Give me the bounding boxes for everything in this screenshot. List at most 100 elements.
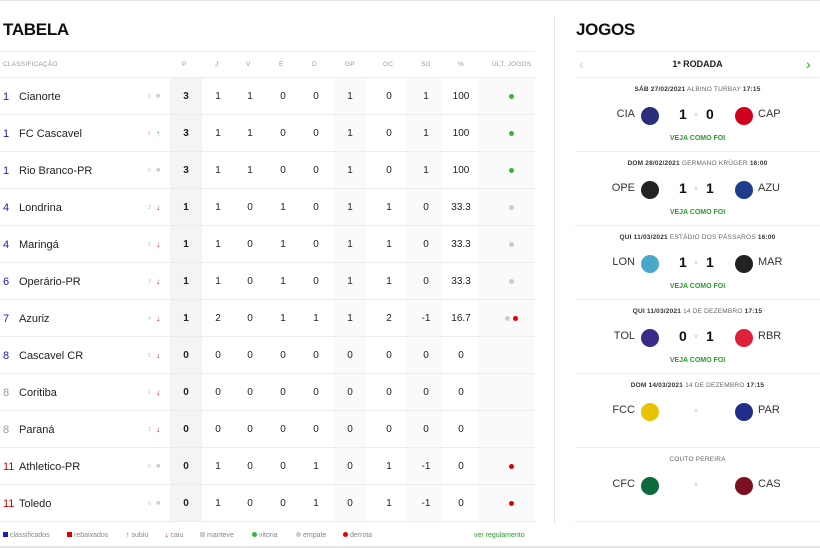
row-team-name[interactable]: Coritiba	[19, 387, 57, 399]
row-position: 1	[3, 91, 10, 103]
veja-como-foi-link[interactable]: VEJA COMO FOI	[669, 135, 726, 142]
row-position-change: 5	[148, 353, 151, 359]
away-team-crest-icon	[735, 329, 753, 347]
table-row[interactable]: 11 Athletico-PR 0 ■ 0 1 0 0 1 0 1 -1 0	[0, 448, 535, 485]
last-games-column-bg	[478, 78, 535, 522]
cell-d: 0	[313, 202, 319, 213]
cell-pct: 0	[458, 424, 464, 435]
home-team-crest-icon	[641, 329, 659, 347]
table-row[interactable]: 1 Cianorte 0 ■ 3 1 1 0 0 1 0 1 100	[0, 78, 535, 115]
cell-j: 1	[215, 239, 221, 250]
standings-panel: TABELA CLASSIFICAÇÃO P J V E D GP GC SG …	[0, 20, 535, 539]
row-team-name[interactable]: Azuriz	[19, 313, 50, 325]
cell-gp: 0	[347, 424, 353, 435]
cell-v: 0	[247, 276, 253, 287]
table-row[interactable]: 8 Coritiba 1 ↓ 0 0 0 0 0 0 0 0 0	[0, 374, 535, 411]
row-team-name[interactable]: Athletico-PR	[19, 461, 81, 473]
row-team-name[interactable]: Rio Branco-PR	[19, 165, 93, 177]
game-card[interactable]: QUI 11/03/2021 ESTÁDIO DOS PÁSSAROS 16:0…	[575, 226, 820, 300]
home-score: 1	[679, 180, 687, 196]
row-position: 8	[3, 424, 10, 436]
row-team-name[interactable]: FC Cascavel	[19, 128, 82, 140]
table-row[interactable]: 1 Rio Branco-PR 0 ■ 3 1 1 0 0 1 0 1 100	[0, 152, 535, 189]
row-team-name[interactable]: Londrina	[19, 202, 62, 214]
last-game-win-dot	[509, 94, 514, 99]
row-team-name[interactable]: Maringá	[19, 239, 59, 251]
veja-como-foi-link[interactable]: VEJA COMO FOI	[669, 209, 726, 216]
ver-regulamento-link[interactable]: ver regulamento	[474, 532, 525, 539]
cell-sg: 1	[423, 165, 429, 176]
away-team-crest-icon	[735, 255, 753, 273]
arrow-down-icon: ↓	[156, 277, 160, 286]
cell-v: 0	[247, 313, 253, 324]
cell-gc: 1	[386, 239, 392, 250]
row-position-change: 3	[148, 279, 151, 285]
cell-e: 0	[280, 165, 286, 176]
game-card[interactable]: COUTO PEREIRA CFC × CAS	[575, 448, 820, 522]
cell-sg: 1	[423, 91, 429, 102]
versus-icon: ×	[694, 334, 699, 341]
cell-j: 1	[215, 498, 221, 509]
header-ult-jogos: ÚLT. JOGOS	[492, 61, 532, 68]
game-card[interactable]: SÁB 27/02/2021 ALBINO TURBAY 17:15 CIA 1 × 0…	[575, 78, 820, 152]
row-team-name[interactable]: Paraná	[19, 424, 55, 436]
last-game-draw-dot	[509, 205, 514, 210]
cell-sg: 0	[423, 424, 429, 435]
cell-j: 1	[215, 202, 221, 213]
games-title: JOGOS	[576, 20, 635, 39]
row-position: 4	[3, 239, 10, 251]
veja-como-foi-link[interactable]: VEJA COMO FOI	[669, 283, 726, 290]
game-card[interactable]: QUI 11/03/2021 14 DE DEZEMBRO 17:15 TOL 0 ×…	[575, 300, 820, 374]
legend-subiu: ↑ subiu	[126, 532, 149, 539]
away-team-abbr: MAR	[758, 256, 783, 268]
cell-gc: 0	[386, 424, 392, 435]
row-team-name[interactable]: Toledo	[19, 498, 52, 510]
game-info: SÁB 27/02/2021 ALBINO TURBAY 17:15	[634, 86, 761, 93]
away-team-abbr: CAP	[758, 108, 781, 120]
away-score: 1	[706, 180, 714, 196]
row-team-name[interactable]: Cascavel CR	[19, 350, 84, 362]
table-row[interactable]: 8 Cascavel CR 5 ↓ 0 0 0 0 0 0 0 0 0	[0, 337, 535, 374]
row-team-name[interactable]: Operário-PR	[19, 276, 81, 288]
cell-e: 1	[280, 202, 286, 213]
row-position-change: 2	[148, 242, 151, 248]
game-card[interactable]: DOM 14/03/2021 14 DE DEZEMBRO 17:15 FCC × P…	[575, 374, 820, 448]
row-position: 11	[3, 498, 15, 510]
game-info: DOM 14/03/2021 14 DE DEZEMBRO 17:15	[630, 382, 765, 389]
square-icon: ■	[156, 463, 161, 470]
away-team-abbr: RBR	[758, 330, 782, 342]
table-row[interactable]: 4 Maringá 2 ↓ 1 1 0 1 0 1 1 0 33.3	[0, 226, 535, 263]
cell-pct: 0	[458, 350, 464, 361]
cell-gc: 1	[386, 202, 392, 213]
cell-pct: 100	[452, 91, 470, 102]
table-row[interactable]: 7 Azuriz 4 ↓ 1 2 0 1 1 1 2 -1 16.7	[0, 300, 535, 337]
cell-j: 1	[215, 165, 221, 176]
cell-pct: 100	[452, 165, 470, 176]
game-card[interactable]: DOM 28/02/2021 GERMANO KRÜGER 16:00 OPE 1 ×…	[575, 152, 820, 226]
arrow-down-icon: ↓	[156, 240, 160, 249]
cell-gc: 0	[386, 91, 392, 102]
away-team-crest-icon	[735, 107, 753, 125]
cell-v: 0	[247, 498, 253, 509]
row-position-change: 0	[148, 501, 151, 507]
cell-d: 1	[313, 313, 319, 324]
games-panel: JOGOS ‹ 1ª RODADA › SÁB 27/02/2021 ALBIN…	[575, 0, 820, 548]
table-row[interactable]: 8 Paraná 1 ↓ 0 0 0 0 0 0 0 0 0	[0, 411, 535, 448]
cell-v: 0	[247, 239, 253, 250]
cell-gc: 1	[386, 461, 392, 472]
arrow-up-icon: ↑	[126, 532, 130, 539]
cell-e: 0	[280, 128, 286, 139]
away-team-crest-icon	[735, 181, 753, 199]
table-row[interactable]: 6 Operário-PR 3 ↓ 1 1 0 1 0 1 1 0 33.3	[0, 263, 535, 300]
table-row[interactable]: 1 FC Cascavel 6 ↑ 3 1 1 0 0 1 0 1 100	[0, 115, 535, 152]
cell-p: 0	[183, 387, 189, 398]
cell-sg: 0	[423, 202, 429, 213]
table-row[interactable]: 11 Toledo 0 ■ 0 1 0 0 1 0 1 -1 0	[0, 485, 535, 522]
row-team-name[interactable]: Cianorte	[19, 91, 61, 103]
chevron-right-icon[interactable]: ›	[806, 56, 811, 72]
veja-como-foi-link[interactable]: VEJA COMO FOI	[669, 357, 726, 364]
away-team-abbr: AZU	[758, 182, 780, 194]
last-game-win-dot	[509, 168, 514, 173]
table-row[interactable]: 4 Londrina 3 ↓ 1 1 0 1 0 1 1 0 33.3	[0, 189, 535, 226]
chevron-left-icon[interactable]: ‹	[579, 56, 584, 72]
